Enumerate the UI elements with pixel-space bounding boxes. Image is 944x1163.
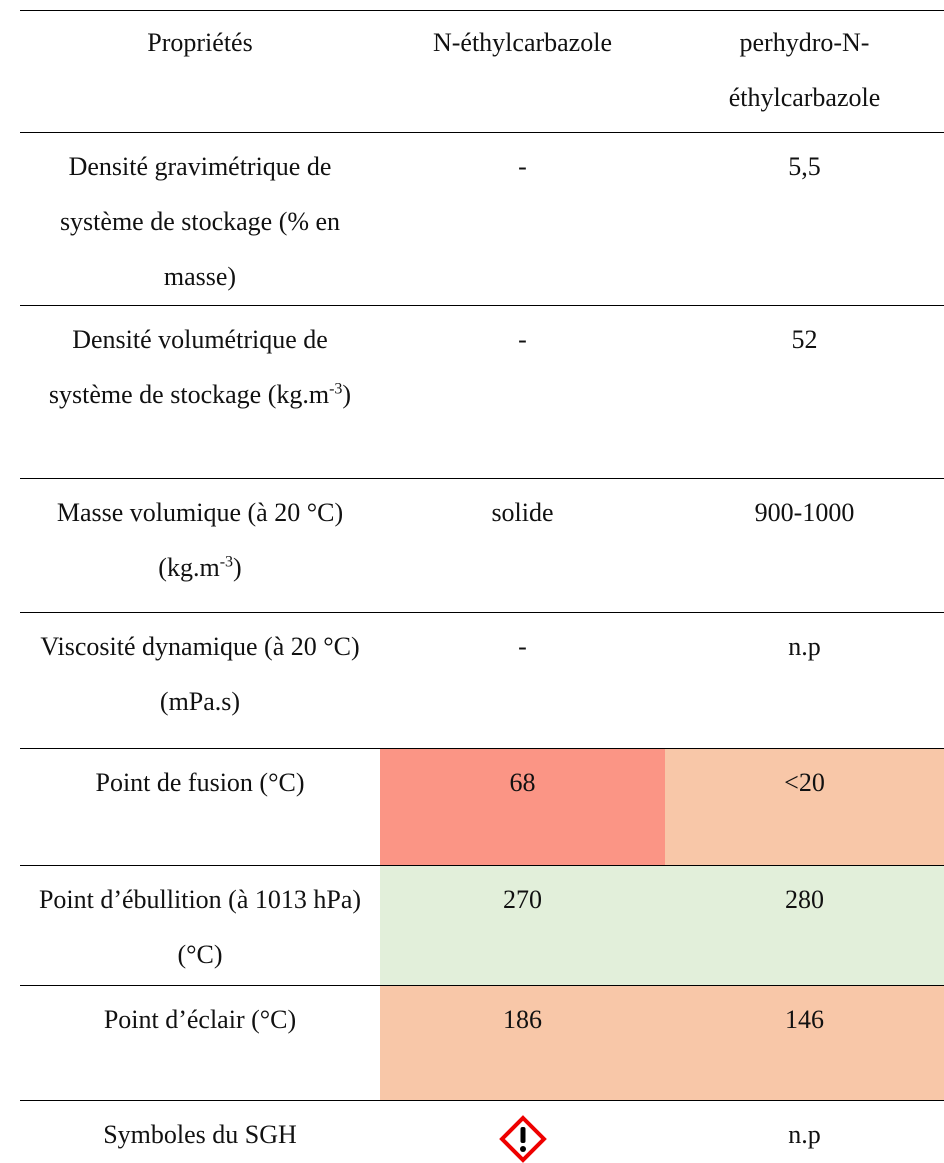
cell-text: Masse volumique (à 20 °C) (kg.m [57,498,343,582]
table-cell: Densité volumétrique de système de stock… [20,306,380,479]
cell-text: 146 [785,1005,824,1034]
cell-text: Viscosité dynamique (à 20 °C) (mPa.s) [40,632,359,716]
cell-text: Point de fusion (°C) [95,768,304,797]
table-row: Point d’ébullition (à 1013 hPa) (°C) 270 2… [20,866,944,986]
superscript: -3 [329,380,342,397]
cell-text: ) [233,553,242,582]
cell-text: Point d’ébullition (à 1013 hPa) (°C) [39,885,361,969]
table-cell: Densité gravimétrique de système de stoc… [20,133,380,306]
cell-text: Symboles du SGH [103,1120,297,1149]
table-cell [380,1101,665,1163]
table-cell: 68 [380,749,665,866]
cell-text: - [518,632,527,661]
table-cell: - [380,613,665,749]
table-cell: 900-1000 [665,479,944,613]
table-cell: n.p [665,613,944,749]
table-cell: Viscosité dynamique (à 20 °C) (mPa.s) [20,613,380,749]
header-cell: N-éthylcarbazole [380,11,665,133]
cell-text: n.p [788,632,821,661]
table-row: Point d’éclair (°C) 186 146 [20,986,944,1101]
table-cell: Point de fusion (°C) [20,749,380,866]
table-row: Viscosité dynamique (à 20 °C) (mPa.s) - n.… [20,613,944,749]
table-cell: Point d’ébullition (à 1013 hPa) (°C) [20,866,380,986]
table-cell: 186 [380,986,665,1101]
table-cell: solide [380,479,665,613]
cell-text: ) [342,380,351,409]
cell-text: Densité volumétrique de système de stock… [49,325,329,409]
table-cell: 270 [380,866,665,986]
cell-text: 270 [503,885,542,914]
table-row: Masse volumique (à 20 °C) (kg.m-3) solide… [20,479,944,613]
cell-text: - [518,152,527,181]
table-cell: - [380,133,665,306]
table-cell: 146 [665,986,944,1101]
table-cell: Masse volumique (à 20 °C) (kg.m-3) [20,479,380,613]
ghs-exclamation-icon [499,1115,547,1163]
cell-text: Point d’éclair (°C) [104,1005,296,1034]
cell-text: solide [491,498,553,527]
cell-text: 5,5 [788,152,821,181]
table-cell: 5,5 [665,133,944,306]
table-cell: n.p [665,1101,944,1163]
header-cell: perhydro-N-éthylcarbazole [665,11,944,133]
table-row: Point de fusion (°C) 68 <20 [20,749,944,866]
table-cell: Symboles du SGH [20,1101,380,1163]
table-cell: Point d’éclair (°C) [20,986,380,1101]
cell-text: 280 [785,885,824,914]
table-cell: 280 [665,866,944,986]
cell-text: <20 [784,768,825,797]
cell-text: 900-1000 [755,498,855,527]
superscript: -3 [220,553,233,570]
cell-text: 52 [792,325,818,354]
table-row: Symboles du SGH n.p [20,1101,944,1163]
cell-text: n.p [788,1120,821,1149]
cell-text: Densité gravimétrique de système de stoc… [60,152,340,291]
table-cell: 52 [665,306,944,479]
table-row: Densité gravimétrique de système de stoc… [20,133,944,306]
header-cell: Propriétés [20,11,380,133]
table-cell: <20 [665,749,944,866]
table-row: Densité volumétrique de système de stock… [20,306,944,479]
cell-text: 68 [510,768,536,797]
cell-text: 186 [503,1005,542,1034]
table-cell: - [380,306,665,479]
cell-text: - [518,325,527,354]
